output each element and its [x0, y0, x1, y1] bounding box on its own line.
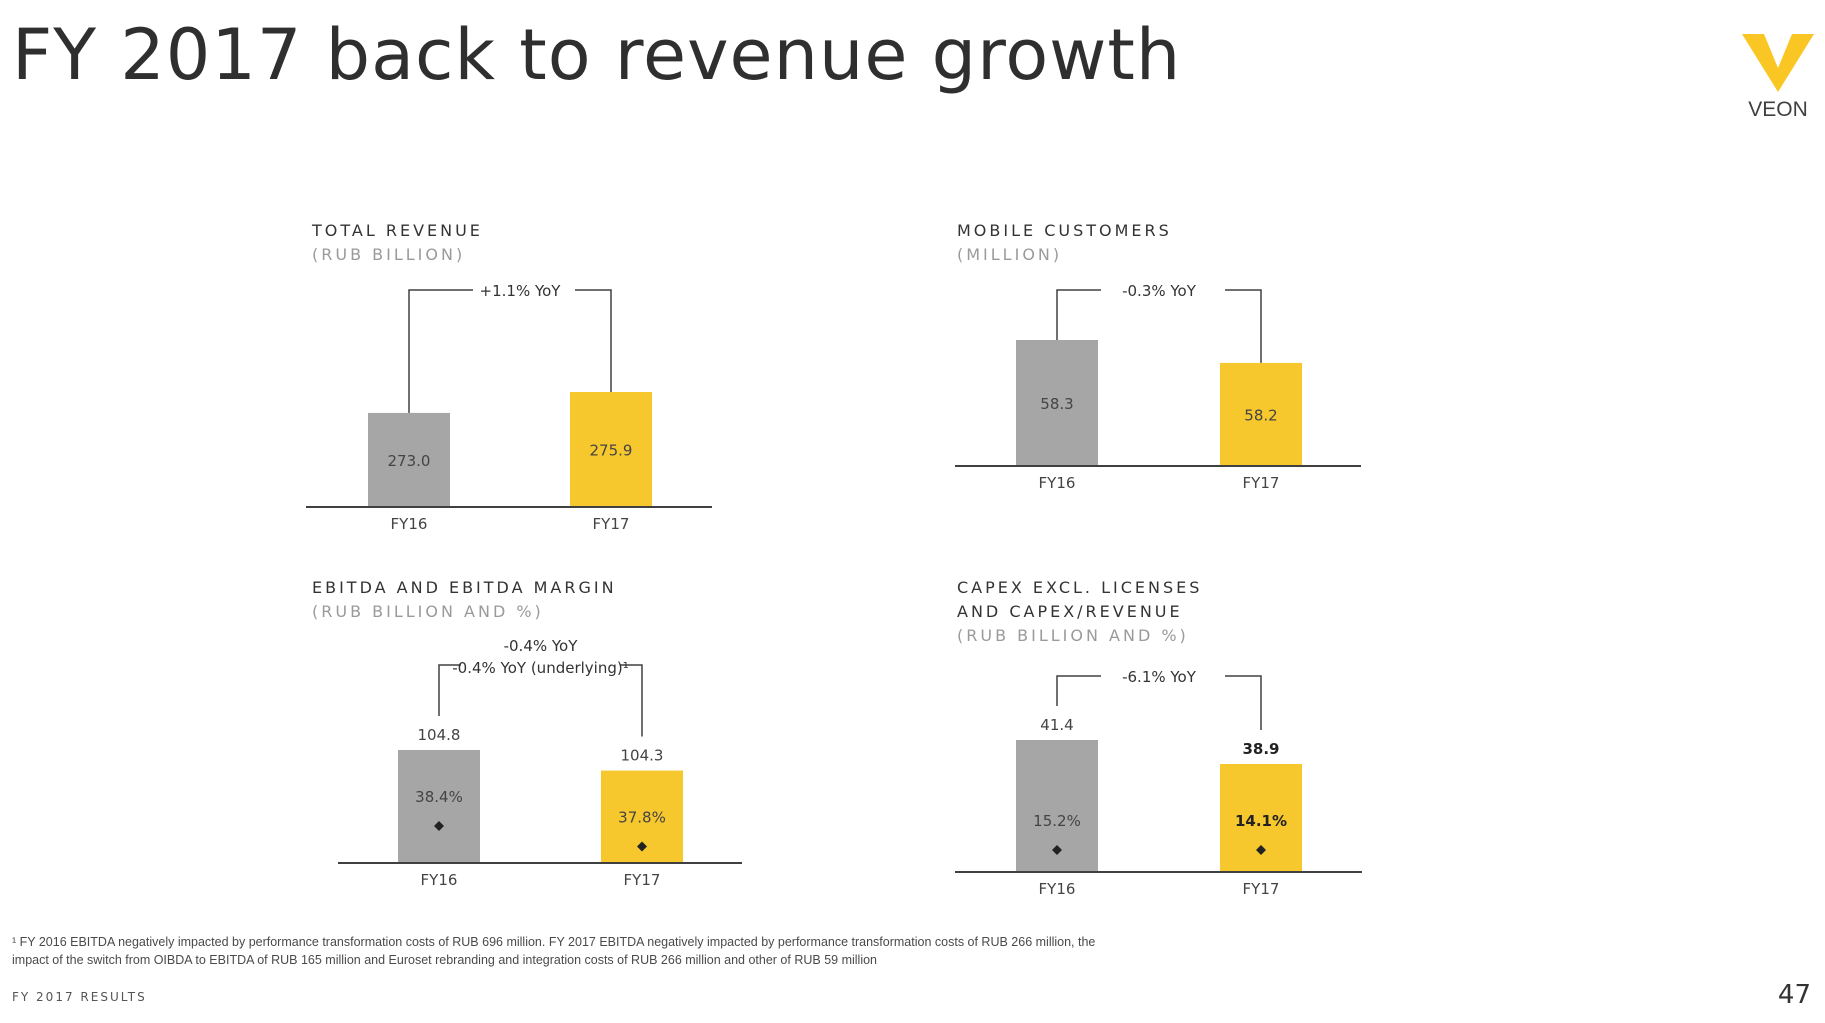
- chart-3-yoy-bracket: [438, 664, 643, 737]
- footer-label: FY 2017 RESULTS: [12, 990, 147, 1004]
- chart-3-category-fy17: FY17: [624, 871, 661, 889]
- chart-2-subtitle: (MILLION): [957, 245, 1062, 264]
- chart-2-value-label-fy17: 58.2: [1244, 406, 1277, 424]
- chart-3-yoy-label-1: -0.4% YoY: [504, 637, 579, 655]
- chart-2-bar-fy16: [1016, 340, 1098, 466]
- chart-4-yoy-label: -6.1% YoY: [1122, 668, 1197, 686]
- chart-4-yoy-bracket: [1056, 675, 1262, 730]
- chart-1-value-label-fy16: 273.0: [388, 452, 431, 470]
- veon-logo-icon: [1742, 34, 1814, 92]
- chart-1-category-fy17: FY17: [593, 515, 630, 533]
- chart-1-yoy-bracket: [408, 289, 612, 413]
- page-number: 47: [1777, 980, 1811, 1010]
- chart-3-value-label-fy16: 104.8: [418, 726, 461, 744]
- chart-2-category-fy17: FY17: [1243, 474, 1280, 492]
- chart-3-subtitle: (RUB BILLION AND %): [312, 602, 544, 621]
- chart-4-value-label-fy16: 41.4: [1040, 716, 1073, 734]
- chart-3-yoy-label-2: -0.4% YoY (underlying)¹: [452, 659, 628, 677]
- chart-1-bar-fy17: [570, 392, 652, 507]
- chart-2-bar-fy17: [1220, 362, 1302, 466]
- chart-4-title: CAPEX EXCL. LICENSES: [957, 578, 1202, 597]
- chart-4-title-line2: AND CAPEX/REVENUE: [957, 602, 1183, 621]
- chart-2-title: MOBILE CUSTOMERS: [957, 221, 1172, 240]
- chart-1-title: TOTAL REVENUE: [311, 221, 483, 240]
- chart-1-subtitle: (RUB BILLION): [312, 245, 465, 264]
- chart-3-category-fy16: FY16: [421, 871, 458, 889]
- chart-3-margin-label-fy17: 37.8%: [618, 809, 666, 827]
- chart-4-subtitle: (RUB BILLION AND %): [957, 626, 1189, 645]
- chart-4-margin-marker-fy16: [1052, 845, 1062, 855]
- chart-1-category-fy16: FY16: [391, 515, 428, 533]
- chart-3-value-label-fy17: 104.3: [621, 747, 664, 765]
- chart-4-margin-label-fy16: 15.2%: [1033, 812, 1081, 830]
- page-title: FY 2017 back to revenue growth: [12, 14, 1182, 96]
- chart-4-category-fy17: FY17: [1243, 880, 1280, 898]
- chart-2-yoy-bracket: [1056, 289, 1262, 363]
- chart-3-bar-fy16: [398, 750, 480, 863]
- chart-1-value-label-fy17: 275.9: [590, 442, 633, 460]
- chart-1-bar-fy16: [368, 412, 450, 507]
- chart-2-category-fy16: FY16: [1039, 474, 1076, 492]
- chart-4-category-fy16: FY16: [1039, 880, 1076, 898]
- footnote-line-2: impact of the switch from OIBDA to EBITD…: [12, 953, 877, 967]
- footnote: ¹ FY 2016 EBITDA negatively impacted by …: [12, 933, 1192, 969]
- chart-4-value-label-fy17: 38.9: [1242, 740, 1279, 758]
- chart-1-yoy-label: +1.1% YoY: [480, 282, 562, 300]
- chart-3-margin-marker-fy17: [637, 841, 647, 852]
- chart-2-value-label-fy16: 58.3: [1040, 395, 1073, 413]
- footnote-line-1: ¹ FY 2016 EBITDA negatively impacted by …: [12, 935, 1096, 949]
- chart-3-margin-label-fy16: 38.4%: [415, 788, 463, 806]
- chart-3-margin-marker-fy16: [434, 821, 444, 831]
- chart-2-yoy-label: -0.3% YoY: [1122, 282, 1197, 300]
- veon-logo-text: VEON: [1748, 98, 1808, 121]
- chart-4-margin-label-fy17: 14.1%: [1235, 812, 1287, 830]
- chart-4-margin-marker-fy17: [1256, 845, 1266, 855]
- chart-3-title: EBITDA AND EBITDA MARGIN: [312, 578, 617, 597]
